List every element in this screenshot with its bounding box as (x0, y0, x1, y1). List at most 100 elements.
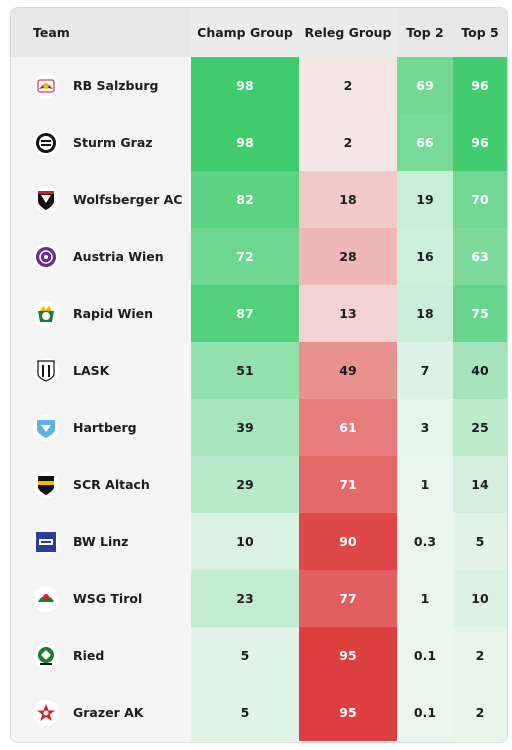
team-name: SCR Altach (73, 477, 150, 492)
top5-cell: 5 (453, 513, 507, 570)
top5-cell: 2 (453, 627, 507, 684)
table-row[interactable]: LASK 51 49 7 40 (11, 342, 507, 399)
champ-group-cell: 87 (191, 285, 299, 342)
champ-group-cell: 98 (191, 57, 299, 114)
team-name: LASK (73, 363, 110, 378)
champ-group-cell: 29 (191, 456, 299, 513)
top2-cell: 1 (397, 570, 453, 627)
releg-group-cell: 95 (299, 627, 397, 684)
hartberg-shield-icon (33, 414, 59, 441)
top5-cell: 75 (453, 285, 507, 342)
table-body: RB Salzburg 98 2 69 96 Sturm Graz 98 2 66 96 Wolfs… (11, 57, 507, 741)
champ-group-cell: 51 (191, 342, 299, 399)
header-top5[interactable]: Top 5 (453, 8, 507, 57)
team-cell[interactable]: Ried (11, 627, 191, 684)
releg-group-cell: 71 (299, 456, 397, 513)
top5-cell: 63 (453, 228, 507, 285)
top5-cell: 96 (453, 114, 507, 171)
releg-group-cell: 2 (299, 114, 397, 171)
team-name: WSG Tirol (73, 591, 143, 606)
header-team[interactable]: Team (11, 8, 191, 57)
releg-group-cell: 18 (299, 171, 397, 228)
bw-linz-icon (33, 528, 59, 555)
team-cell[interactable]: WSG Tirol (11, 570, 191, 627)
team-name: Sturm Graz (73, 135, 153, 150)
champ-group-cell: 5 (191, 627, 299, 684)
table-row[interactable]: RB Salzburg 98 2 69 96 (11, 57, 507, 114)
champ-group-cell: 39 (191, 399, 299, 456)
team-cell[interactable]: Wolfsberger AC (11, 171, 191, 228)
top2-cell: 0.1 (397, 684, 453, 741)
top5-cell: 96 (453, 57, 507, 114)
champ-group-cell: 10 (191, 513, 299, 570)
top2-cell: 69 (397, 57, 453, 114)
top2-cell: 0.1 (397, 627, 453, 684)
header-row: Team Champ Group Releg Group Top 2 Top 5 (11, 8, 507, 57)
top5-cell: 40 (453, 342, 507, 399)
top5-cell: 2 (453, 684, 507, 741)
header-champ-group[interactable]: Champ Group (191, 8, 299, 57)
champ-group-cell: 23 (191, 570, 299, 627)
champ-group-cell: 5 (191, 684, 299, 741)
releg-group-cell: 13 (299, 285, 397, 342)
top2-cell: 0.3 (397, 513, 453, 570)
releg-group-cell: 61 (299, 399, 397, 456)
table-row[interactable]: Sturm Graz 98 2 66 96 (11, 114, 507, 171)
champ-group-cell: 98 (191, 114, 299, 171)
table-row[interactable]: Wolfsberger AC 82 18 19 70 (11, 171, 507, 228)
team-cell[interactable]: Hartberg (11, 399, 191, 456)
table-row[interactable]: WSG Tirol 23 77 1 10 (11, 570, 507, 627)
header-releg-group[interactable]: Releg Group (299, 8, 397, 57)
releg-group-cell: 90 (299, 513, 397, 570)
releg-group-cell: 95 (299, 684, 397, 741)
table-row[interactable]: BW Linz 10 90 0.3 5 (11, 513, 507, 570)
rapid-crest-icon (33, 300, 59, 327)
top2-cell: 16 (397, 228, 453, 285)
releg-group-cell: 28 (299, 228, 397, 285)
team-name: Wolfsberger AC (73, 192, 183, 207)
team-cell[interactable]: SCR Altach (11, 456, 191, 513)
wsg-tirol-icon (33, 585, 59, 612)
probability-table: Team Champ Group Releg Group Top 2 Top 5… (11, 8, 507, 741)
red-bull-icon (33, 72, 59, 99)
table-row[interactable]: Rapid Wien 87 13 18 75 (11, 285, 507, 342)
team-cell[interactable]: LASK (11, 342, 191, 399)
table-row[interactable]: SCR Altach 29 71 1 14 (11, 456, 507, 513)
top2-cell: 3 (397, 399, 453, 456)
releg-group-cell: 77 (299, 570, 397, 627)
table-row[interactable]: Ried 5 95 0.1 2 (11, 627, 507, 684)
team-cell[interactable]: RB Salzburg (11, 57, 191, 114)
team-name: Hartberg (73, 420, 137, 435)
team-cell[interactable]: Rapid Wien (11, 285, 191, 342)
team-cell[interactable]: Grazer AK (11, 684, 191, 741)
team-cell[interactable]: Austria Wien (11, 228, 191, 285)
top5-cell: 25 (453, 399, 507, 456)
table-row[interactable]: Grazer AK 5 95 0.1 2 (11, 684, 507, 741)
champ-group-cell: 72 (191, 228, 299, 285)
top5-cell: 70 (453, 171, 507, 228)
top5-cell: 14 (453, 456, 507, 513)
grazer-ak-icon (33, 699, 59, 726)
table-row[interactable]: Hartberg 39 61 3 25 (11, 399, 507, 456)
ried-icon (33, 642, 59, 669)
team-cell[interactable]: BW Linz (11, 513, 191, 570)
header-top2[interactable]: Top 2 (397, 8, 453, 57)
top2-cell: 7 (397, 342, 453, 399)
top2-cell: 18 (397, 285, 453, 342)
team-name: BW Linz (73, 534, 129, 549)
wolf-shield-icon (33, 186, 59, 213)
top2-cell: 66 (397, 114, 453, 171)
austria-wien-icon (33, 243, 59, 270)
top2-cell: 19 (397, 171, 453, 228)
releg-group-cell: 2 (299, 57, 397, 114)
top2-cell: 1 (397, 456, 453, 513)
table-row[interactable]: Austria Wien 72 28 16 63 (11, 228, 507, 285)
lask-shield-icon (33, 357, 59, 384)
releg-group-cell: 49 (299, 342, 397, 399)
team-name: Rapid Wien (73, 306, 154, 321)
team-cell[interactable]: Sturm Graz (11, 114, 191, 171)
sturm-graz-icon (33, 129, 59, 156)
team-name: RB Salzburg (73, 78, 159, 93)
team-name: Grazer AK (73, 705, 144, 720)
top5-cell: 10 (453, 570, 507, 627)
